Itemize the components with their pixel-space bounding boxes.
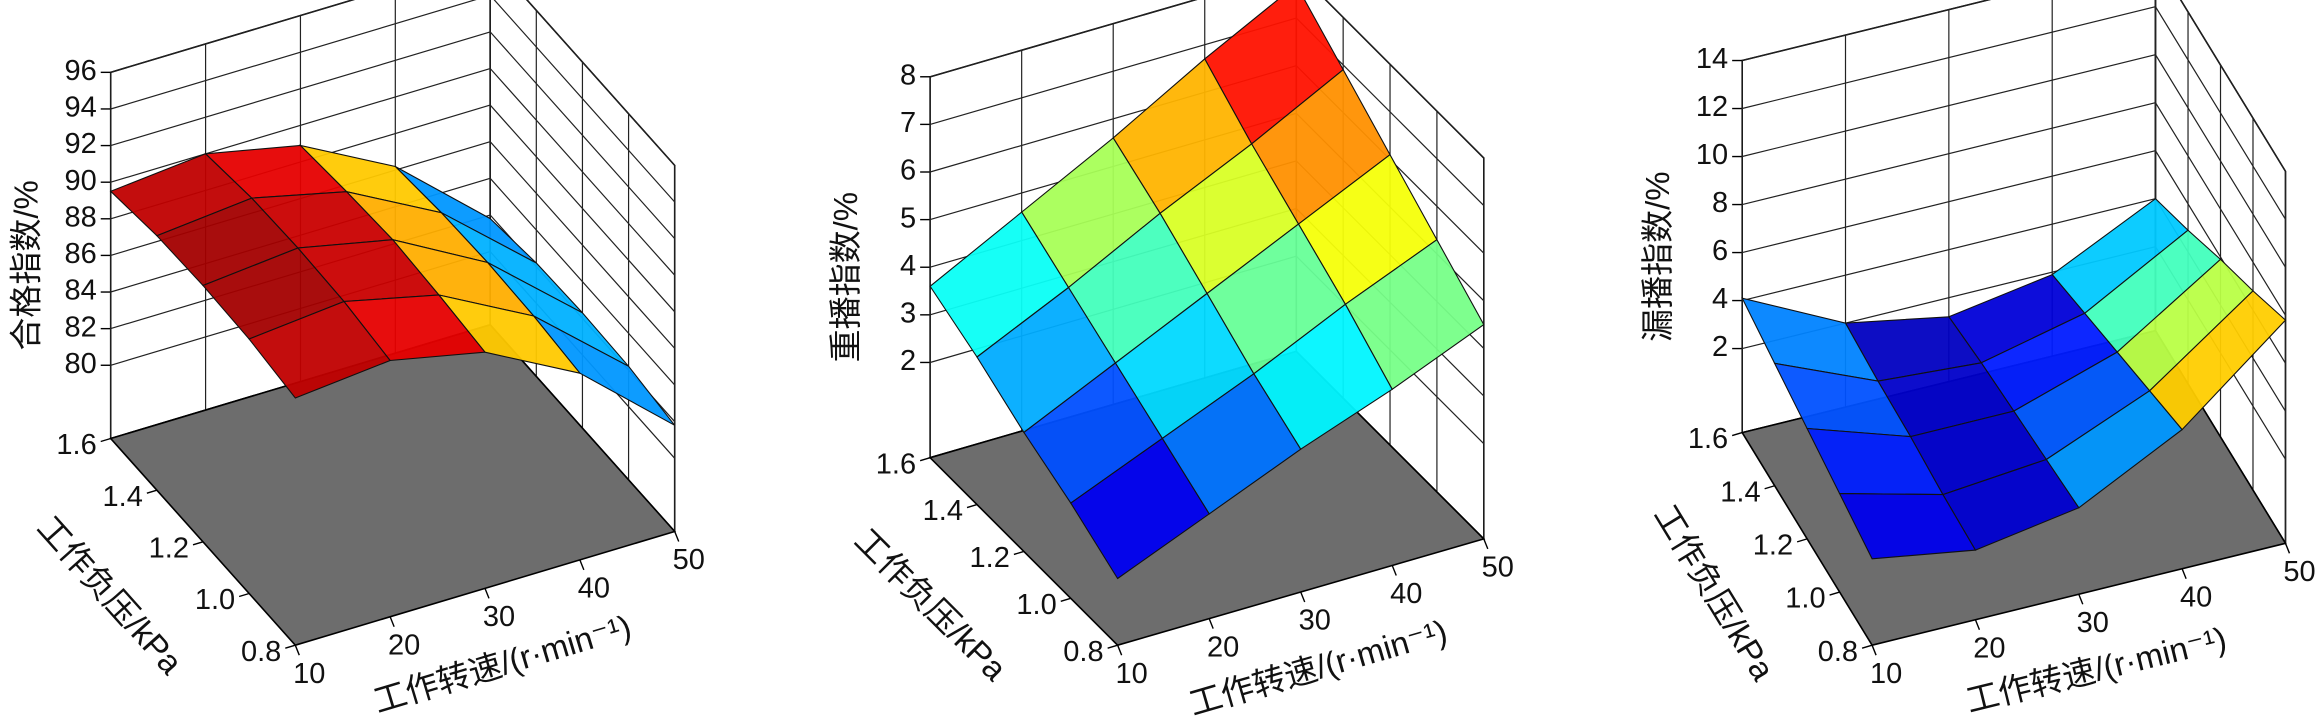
z-tick-label: 82 (64, 311, 96, 343)
x-tick-label: 10 (1116, 658, 1148, 690)
z-tick-label: 2 (900, 345, 916, 377)
z-tick-label: 3 (900, 297, 916, 329)
x-tick-label: 20 (388, 629, 420, 661)
z-grid-line (1742, 0, 2287, 172)
z-tick-label: 8 (900, 59, 916, 91)
surface-patch (248, 300, 391, 399)
x-tick-label: 50 (2283, 556, 2315, 588)
y-tick-label: 1.6 (1688, 423, 1728, 455)
y-tick (285, 644, 296, 649)
y-tick (1829, 591, 1840, 596)
x-tick (2284, 543, 2291, 554)
z-tick-label: 12 (1696, 91, 1728, 123)
y-tick (966, 503, 978, 509)
x-tick (2078, 593, 2084, 605)
y-tick (1796, 538, 1808, 543)
x-tick-label: 40 (1390, 578, 1422, 610)
y-tick-label: 1.2 (149, 532, 189, 564)
x-tick (1300, 591, 1306, 603)
x-tick (674, 531, 680, 542)
z-tick-label: 86 (64, 238, 96, 270)
x-tick (1208, 618, 1214, 629)
z-tick-label: 84 (64, 275, 96, 307)
y-tick-label: 1.2 (970, 542, 1010, 574)
x-tick (389, 616, 395, 628)
y-tick (1013, 550, 1025, 556)
x-tick (579, 559, 585, 571)
surface-chart: 246810121410203040500.81.01.21.41.6工作转速/… (1639, 0, 2315, 719)
x-tick (1974, 619, 1981, 630)
y-axis-label: 工作负压/kPa (1647, 498, 1782, 687)
surface-patch (1838, 493, 1977, 560)
x-tick (1391, 565, 1397, 576)
y-tick-label: 1.6 (876, 448, 916, 480)
z-tick-label: 7 (900, 107, 916, 139)
y-tick-label: 1.6 (56, 429, 96, 461)
y-tick (1107, 644, 1118, 649)
x-tick-label: 20 (1207, 631, 1239, 663)
z-tick-label: 92 (64, 128, 96, 160)
x-tick-label: 30 (483, 601, 515, 633)
x-tick-label: 30 (2077, 607, 2109, 639)
y-tick (1764, 485, 1775, 490)
z-tick-label: 2 (1712, 331, 1728, 363)
surface-chart: 234567810203040500.81.01.21.41.6工作转速/(r·… (827, 0, 1514, 722)
z-grid-line (110, 0, 676, 203)
z-tick-label: 94 (64, 92, 96, 124)
z-tick-label: 6 (900, 155, 916, 187)
x-tick-label: 10 (293, 658, 325, 690)
y-tick-label: 1.0 (195, 584, 235, 616)
y-tick-label: 1.4 (1720, 476, 1760, 508)
z-tick-label: 10 (1696, 139, 1728, 171)
z-tick-label: 90 (64, 165, 96, 197)
y-tick-label: 0.8 (1063, 636, 1103, 668)
y-tick-label: 1.4 (103, 481, 143, 513)
y-tick (238, 592, 250, 598)
z-tick-label: 4 (900, 250, 916, 282)
z-tick-label: 88 (64, 201, 96, 233)
y-tick-label: 1.4 (923, 495, 963, 527)
x-tick-label: 40 (578, 573, 610, 605)
x-tick (484, 588, 490, 599)
z-axis-label: 重播指数/% (827, 192, 864, 363)
y-tick-label: 1.0 (1785, 583, 1825, 615)
x-tick (1483, 538, 1489, 550)
surface-chart: 80 82 84 86 88 90 92 94 96 10 20 30 40 50 0.81.01.21.4… (7, 0, 705, 720)
z-tick-label: 80 (64, 348, 96, 380)
x-tick (1116, 644, 1123, 656)
x-tick-label: 50 (673, 544, 705, 576)
x-tick-label: 30 (1299, 605, 1331, 637)
y-tick-label: 0.8 (241, 636, 281, 668)
z-tick-label: 96 (64, 55, 96, 87)
x-tick-label: 20 (1973, 632, 2005, 664)
y-tick (1060, 597, 1071, 602)
y-tick (919, 457, 931, 462)
y-tick-label: 1.0 (1016, 589, 1056, 621)
y-tick (100, 437, 111, 443)
z-tick-label: 5 (900, 202, 916, 234)
y-tick (146, 489, 158, 494)
z-grid-line (929, 0, 1485, 159)
z-axis-label: 漏播指数/% (1639, 171, 1676, 342)
z-axis-label: 合格指数/% (7, 180, 44, 351)
x-tick (1871, 644, 1877, 656)
y-tick (192, 541, 204, 546)
z-tick-label: 14 (1696, 43, 1728, 75)
y-tick-label: 1.2 (1753, 530, 1793, 562)
z-tick-label: 8 (1712, 187, 1728, 219)
z-grid-line (110, 0, 676, 166)
x-tick (294, 644, 300, 656)
y-tick-label: 0.8 (1818, 636, 1858, 668)
x-tick (2181, 568, 2187, 580)
z-tick-label: 4 (1712, 283, 1728, 315)
x-tick-label: 10 (1870, 658, 1902, 690)
z-tick-label: 6 (1712, 235, 1728, 267)
x-tick-label: 40 (2180, 581, 2212, 613)
y-tick (1861, 644, 1873, 649)
x-tick-label: 50 (1482, 552, 1514, 584)
surface-patch (1070, 437, 1210, 580)
y-tick (1731, 431, 1743, 437)
